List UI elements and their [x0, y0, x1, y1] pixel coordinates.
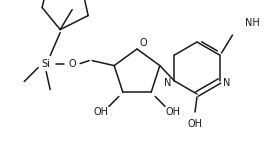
Text: O: O	[139, 38, 147, 48]
Text: NH: NH	[244, 18, 259, 28]
Text: N: N	[223, 78, 230, 88]
Text: OH: OH	[188, 119, 202, 129]
Text: Si: Si	[42, 59, 51, 69]
Text: N: N	[164, 78, 171, 88]
Text: OH: OH	[93, 107, 108, 117]
Text: O: O	[68, 59, 76, 69]
Text: OH: OH	[166, 107, 180, 117]
